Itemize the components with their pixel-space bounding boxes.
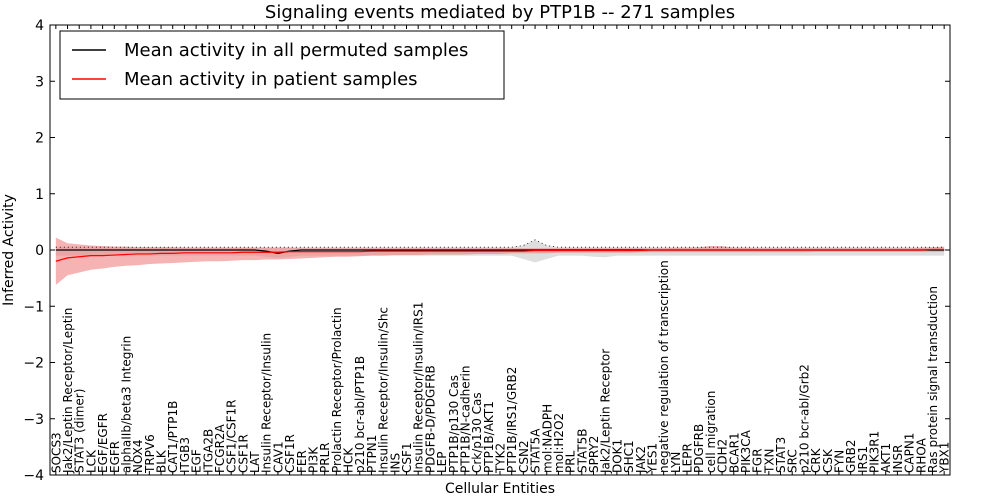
x-tick-label: CSK: [821, 448, 835, 473]
x-tick-label: GRB2: [844, 439, 858, 473]
x-tick-label: LCK: [84, 449, 98, 473]
x-tick-label: ITGB3: [178, 437, 192, 473]
line-patient: [55, 248, 945, 262]
x-tick-label: p210 bcr-abl/PTP1B: [353, 356, 367, 473]
x-tick-label: YBX1: [938, 442, 952, 474]
x-tick-label: LYN: [669, 452, 683, 473]
x-tick-label: ITGA2B: [201, 429, 215, 473]
x-tick-label: Insulin Receptor/Insulin/Shc: [377, 307, 391, 473]
x-tick-label: FYN: [832, 450, 846, 473]
x-tick-label: SRC: [786, 449, 800, 473]
legend-label-permuted: Mean activity in all permuted samples: [124, 40, 468, 61]
x-tick-label: mol:H2O2: [552, 413, 566, 473]
x-tick-label: CSF1R: [283, 434, 297, 473]
x-tick-label: PTPN1: [365, 435, 379, 473]
x-tick-label: TRPV6: [143, 434, 157, 474]
x-tick-label: PDGFRB: [692, 424, 706, 473]
x-tick-label: PDGFB-D/PDGFRB: [423, 365, 437, 473]
x-tick-label: HCK: [342, 447, 356, 473]
x-tick-label: PRL: [564, 450, 578, 473]
legend-label-patient: Mean activity in patient samples: [124, 69, 418, 90]
x-axis-label: Cellular Entities: [445, 481, 555, 497]
x-tick-label: CSN2: [517, 440, 531, 473]
x-tick-label: PTP1B/p130 Cas: [447, 375, 461, 473]
series-lines: [55, 239, 945, 262]
x-tick-label: EGF/EGFR: [96, 413, 110, 473]
x-tick-label: PIK3R1: [868, 431, 882, 473]
x-tick-label: DOK1: [610, 439, 624, 473]
x-tick-label: YES1: [645, 443, 659, 474]
x-tick-label: FCGR2A: [213, 423, 227, 473]
x-tick-label: TYK2: [494, 443, 508, 474]
y-axis-label: Inferred Activity: [1, 194, 17, 306]
x-tick-label: LEPR: [681, 443, 695, 473]
x-tick-label: SPRY2: [587, 436, 601, 473]
x-tick-label: FGR: [751, 448, 765, 473]
x-tick-label: INS: [388, 453, 402, 473]
x-tick-label: CAV1: [271, 441, 285, 473]
legend: Mean activity in all permuted samples Me…: [59, 30, 505, 100]
legend-box: [59, 30, 505, 100]
x-tick-label: negative regulation of transcription: [657, 260, 671, 473]
x-tick-label: CSF1R: [236, 434, 250, 473]
x-tick-label: STAT5B: [575, 429, 589, 474]
x-tick-label: SHC1: [622, 440, 636, 473]
x-tick-label: AKT1: [879, 443, 893, 473]
x-tick-label: alphaIIb/beta3 Integrin: [119, 336, 133, 473]
x-tick-label: CSF1/CSF1R: [225, 400, 239, 473]
x-tick-label: p210 bcr-abl/Grb2: [797, 364, 811, 473]
x-tick-label: BLK: [155, 449, 169, 473]
x-tick-label: mol:NADPH: [540, 404, 554, 473]
chart-title: Signaling events mediated by PTP1B -- 27…: [265, 2, 735, 23]
x-tick-label: PI3K: [306, 446, 320, 473]
x-tick-label: STAT3: [774, 437, 788, 473]
x-tick-label: PTP1B/AKT1: [482, 401, 496, 473]
x-tick-label: STAT5A: [529, 428, 543, 473]
x-tick-label: CAT1/PTP1B: [166, 401, 180, 473]
x-tick-label: EGF: [190, 449, 204, 473]
x-tick-label: Jak2/Leptin Receptor: [599, 349, 613, 474]
y-tick-label: −1: [23, 299, 44, 315]
band-permuted-edge: [55, 239, 945, 248]
x-tick-label: EGFR: [108, 441, 122, 473]
x-tick-label: Jak2/Leptin Receptor/Leptin: [61, 308, 75, 474]
x-tick-label: BCAR1: [727, 432, 741, 473]
x-tick-label: cell migration: [704, 391, 718, 473]
x-tick-label: Crk/p130 Cas: [470, 392, 484, 473]
x-tick-label: IRS1: [856, 446, 870, 473]
y-tick-label: −3: [23, 412, 44, 428]
x-tick-label: STAT3 (dimer): [73, 389, 87, 473]
y-tick-label: −2: [23, 356, 44, 372]
x-tick-label: PTP1B/IRS1/GRB2: [505, 367, 519, 473]
x-tick-label: LEP: [435, 451, 449, 473]
x-tick-label: FER: [295, 450, 309, 473]
x-tick-label: Insulin Receptor/Insulin/IRS1: [412, 302, 426, 473]
x-tick-label: PIK3CA: [739, 429, 753, 473]
x-tick-label: CRK: [809, 447, 823, 473]
x-tick-label: NOX4: [131, 439, 145, 473]
x-tick-label: SOCS3: [49, 432, 63, 473]
x-tick-label: PTP1B/N-cadherin: [458, 366, 472, 473]
y-tick-label: −4: [23, 468, 44, 484]
x-tick-label: LAT: [248, 451, 262, 473]
y-axis-ticks: −4 −3 −2 −1 0 1 2 3 4: [23, 18, 950, 484]
x-tick-label: Prolactin Receptor/Prolactin: [330, 307, 344, 473]
y-tick-label: 4: [35, 18, 44, 34]
x-tick-label: JAK2: [634, 446, 648, 474]
x-tick-label: Ras protein signal transduction: [926, 286, 940, 473]
x-tick-label: CAPN1: [903, 433, 917, 473]
x-tick-label: PRLR: [318, 442, 332, 473]
y-tick-label: 2: [35, 131, 44, 147]
x-tick-label: Insulin Receptor/Insulin: [260, 333, 274, 473]
x-tick-label: TXN: [762, 448, 776, 474]
x-tick-label: INSR: [891, 445, 905, 473]
y-tick-label: 1: [35, 187, 44, 203]
y-tick-label: 3: [35, 74, 44, 90]
x-tick-label: RHOA: [914, 437, 928, 473]
x-tick-label: CSF1: [400, 442, 414, 473]
y-tick-label: 0: [35, 243, 44, 259]
x-tick-label: CDH2: [716, 439, 730, 473]
